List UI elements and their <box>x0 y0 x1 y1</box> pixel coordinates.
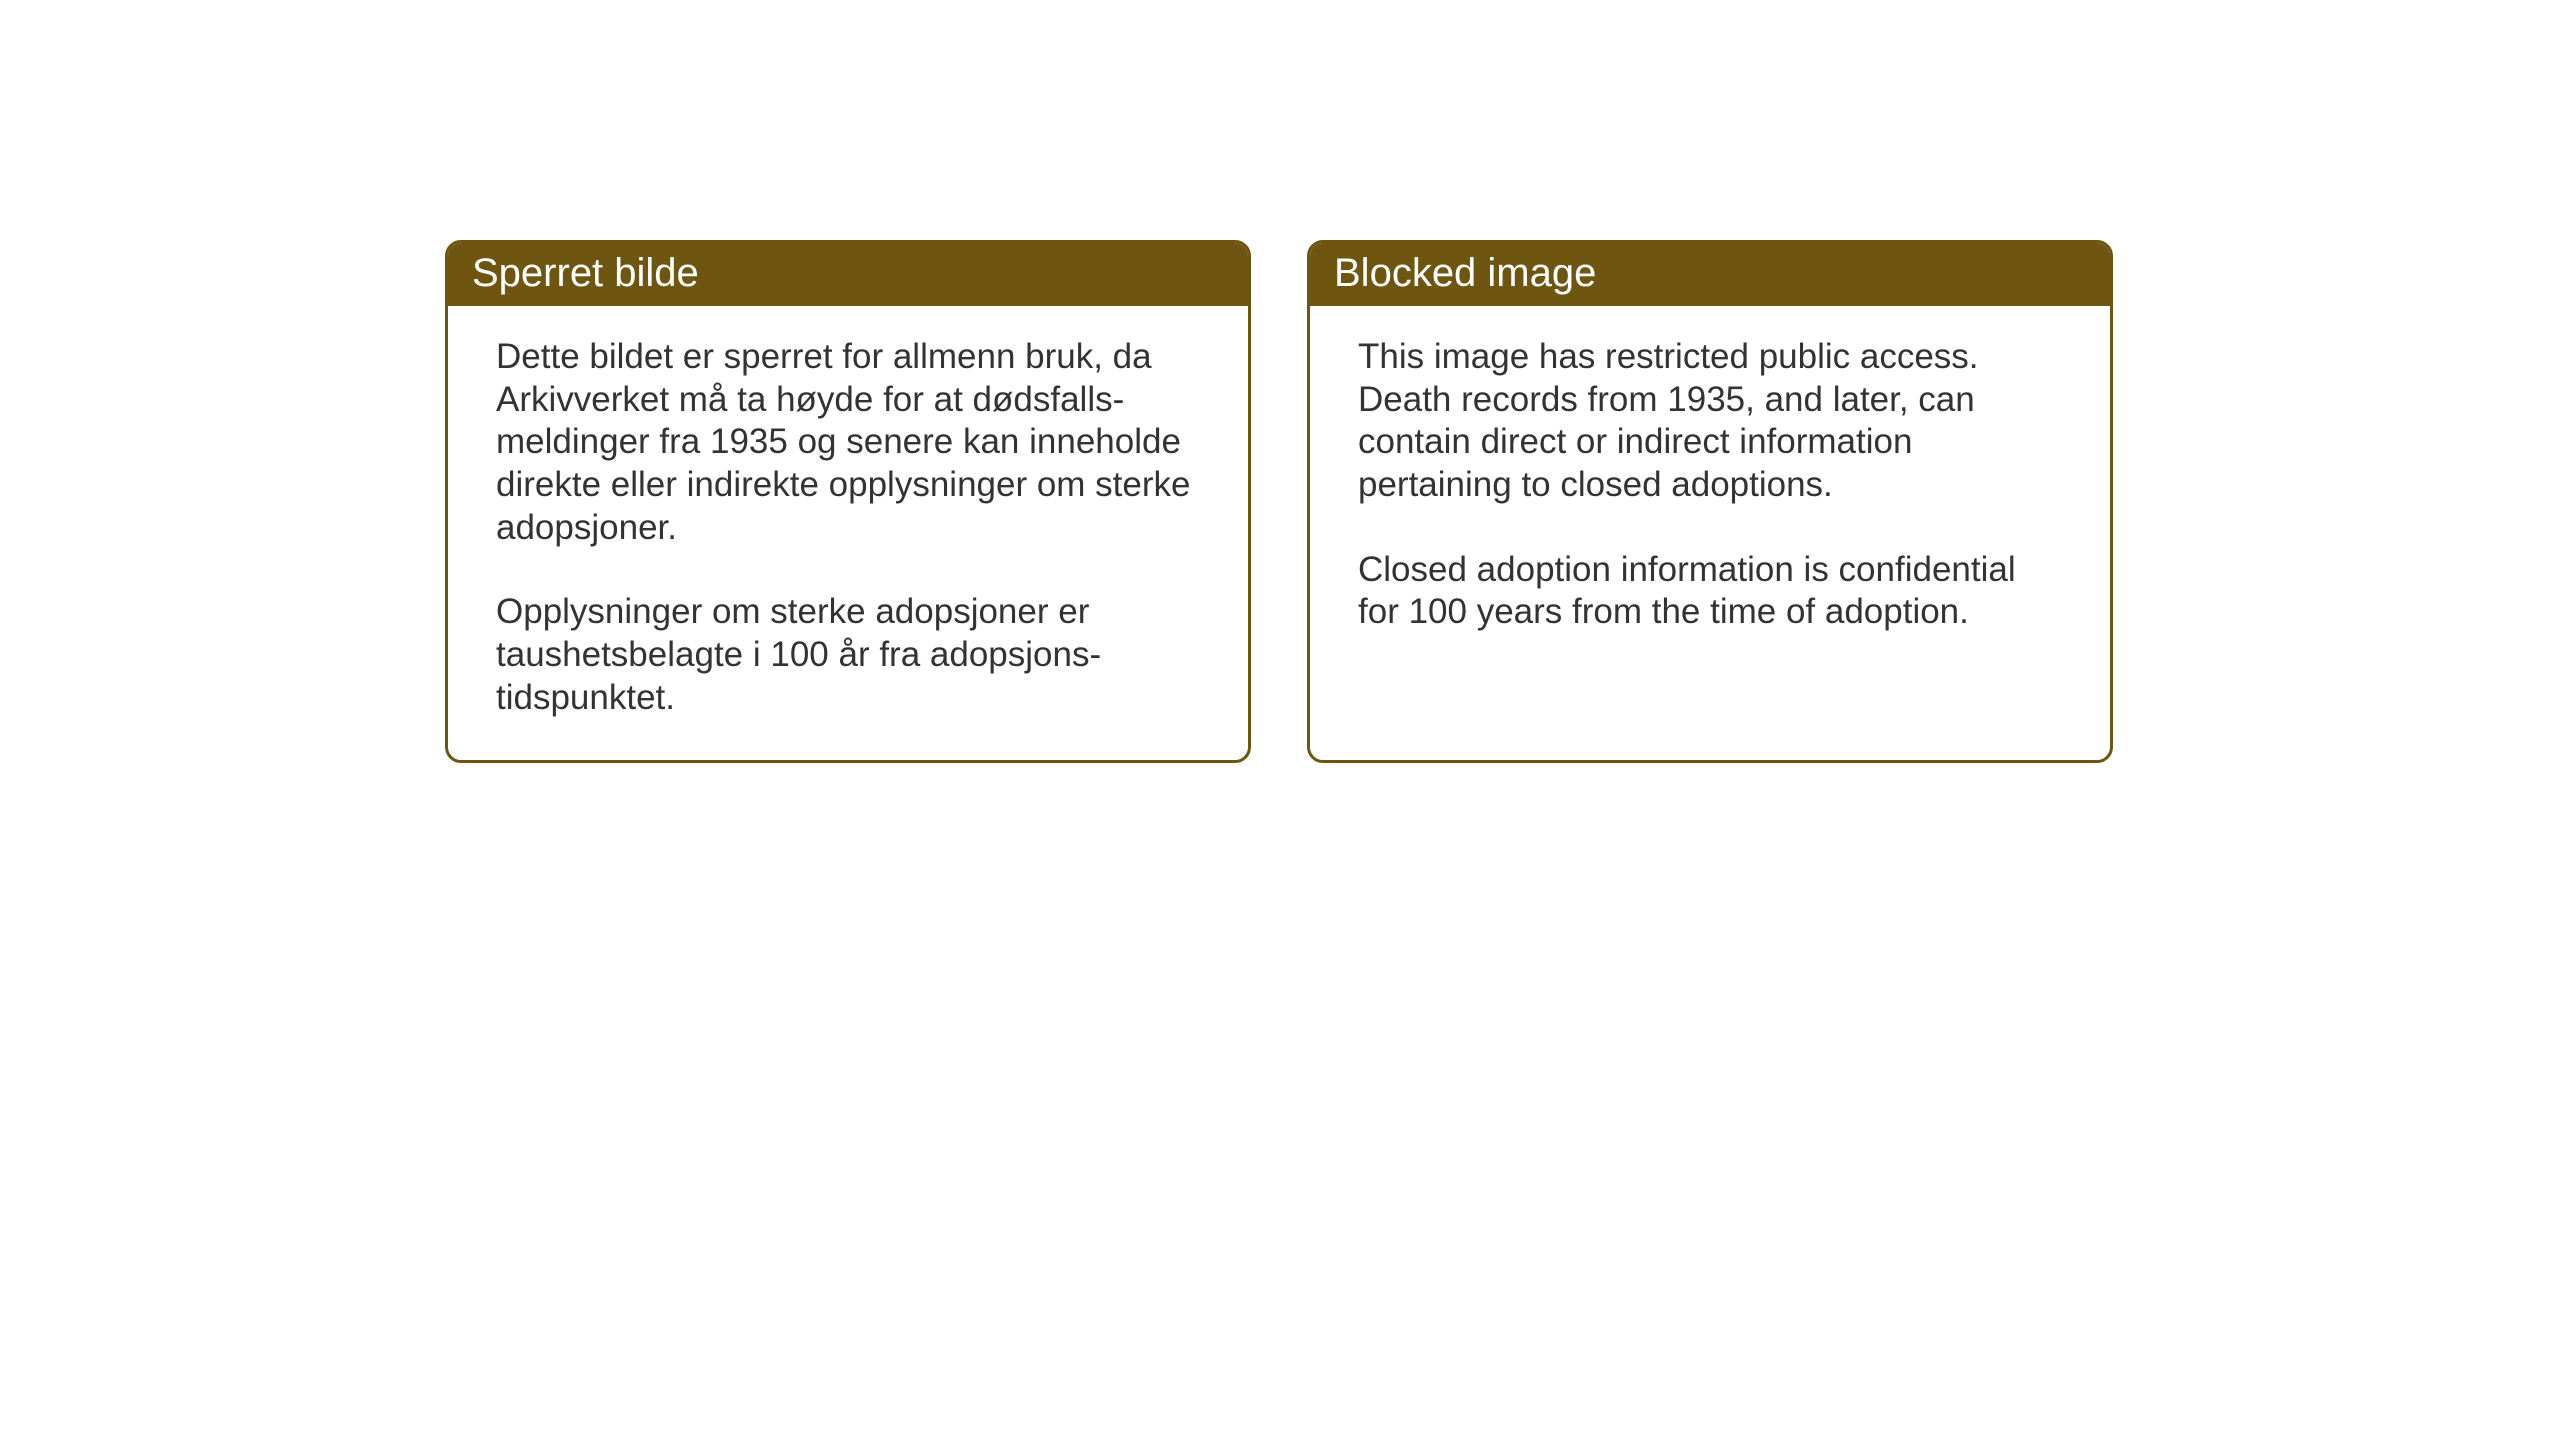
norwegian-paragraph-2: Opplysninger om sterke adopsjoner er tau… <box>496 591 1200 719</box>
english-card: Blocked image This image has restricted … <box>1307 240 2113 763</box>
english-card-header: Blocked image <box>1310 243 2110 306</box>
english-paragraph-1: This image has restricted public access.… <box>1358 336 2062 507</box>
norwegian-card: Sperret bilde Dette bildet er sperret fo… <box>445 240 1251 763</box>
norwegian-card-header: Sperret bilde <box>448 243 1248 306</box>
english-paragraph-2: Closed adoption information is confident… <box>1358 549 2062 634</box>
norwegian-card-body: Dette bildet er sperret for allmenn bruk… <box>448 306 1248 760</box>
cards-container: Sperret bilde Dette bildet er sperret fo… <box>445 240 2113 763</box>
norwegian-paragraph-1: Dette bildet er sperret for allmenn bruk… <box>496 336 1200 549</box>
english-card-body: This image has restricted public access.… <box>1310 306 2110 746</box>
